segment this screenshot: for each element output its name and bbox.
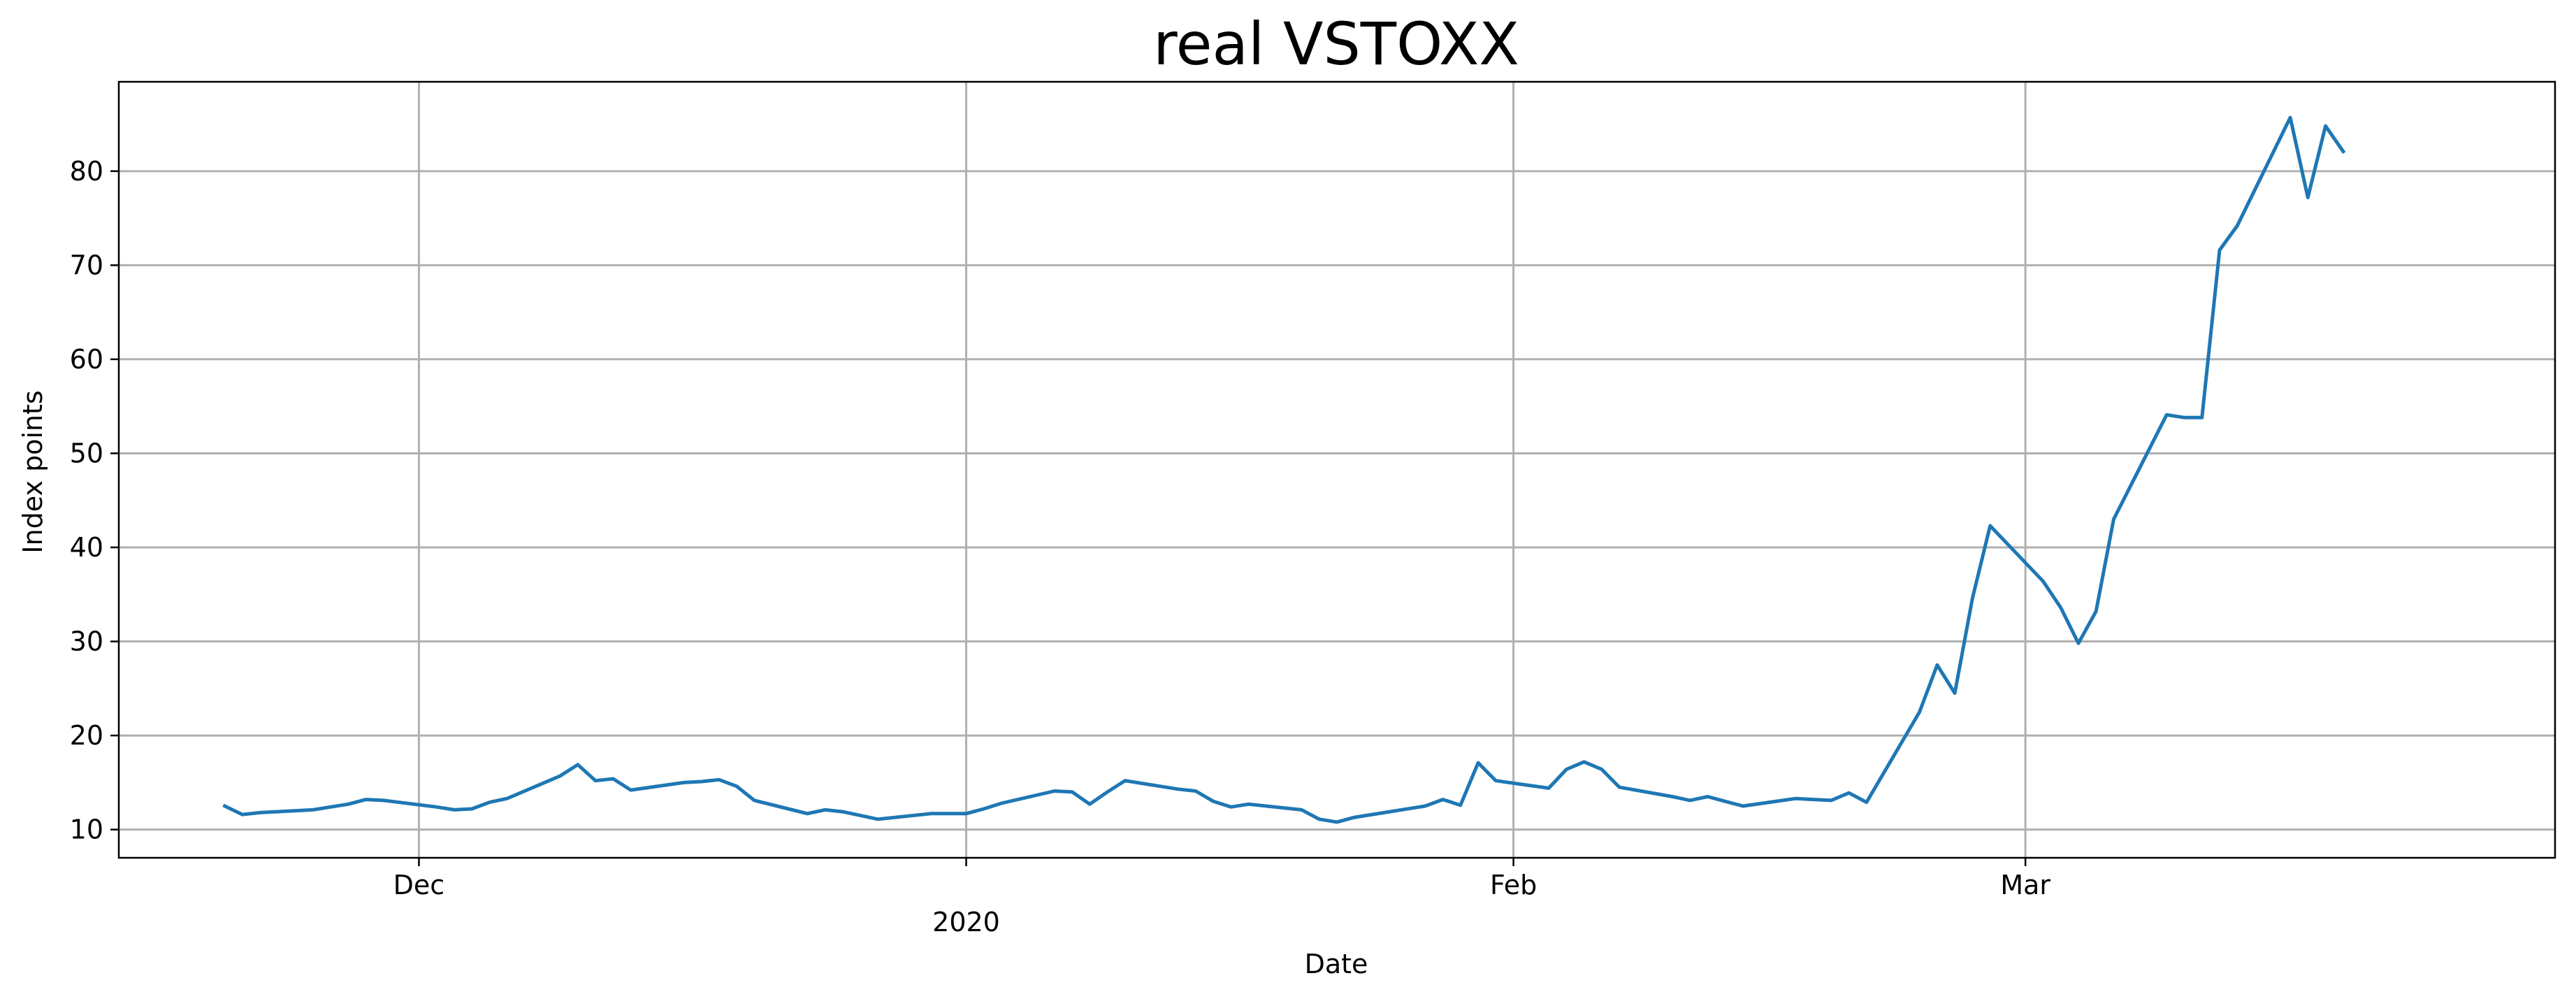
y-tick-label: 20 (70, 720, 103, 751)
y-axis-label: Index points (17, 390, 48, 553)
grid (119, 82, 2555, 858)
x-tick-label: 2020 (932, 907, 1000, 937)
x-axis-ticks: Dec 2020 Feb Mar (393, 858, 2050, 937)
y-tick-label: 50 (70, 438, 103, 468)
y-tick-label: 60 (70, 344, 103, 375)
chart-title: real VSTOXX (1153, 10, 1519, 78)
x-axis-label: Date (1305, 949, 1368, 979)
x-tick-label: Feb (1490, 870, 1537, 900)
y-tick-label: 10 (70, 814, 103, 845)
x-tick-label: Mar (2000, 870, 2050, 900)
y-tick-label: 80 (70, 156, 103, 187)
y-tick-label: 40 (70, 532, 103, 563)
y-tick-label: 30 (70, 626, 103, 657)
x-tick-label: Dec (393, 870, 445, 900)
y-axis-ticks: 10 20 30 40 50 60 70 80 (70, 156, 119, 845)
y-tick-label: 70 (70, 250, 103, 280)
series-line (222, 115, 2346, 824)
plot-frame (117, 80, 2556, 859)
